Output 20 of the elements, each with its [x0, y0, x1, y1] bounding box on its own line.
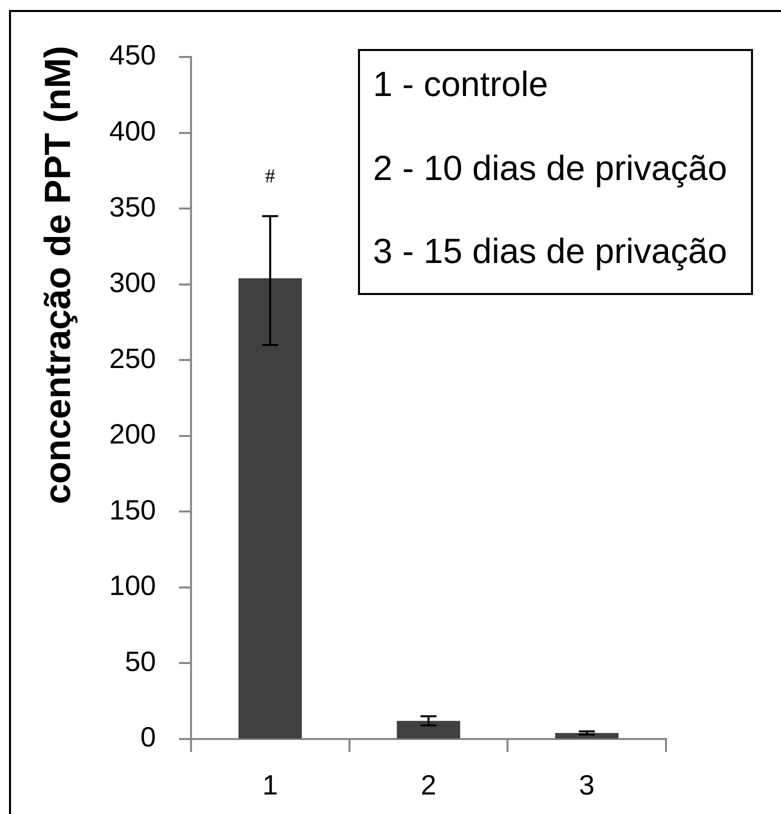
- annotation: 2 - 10 dias de privação: [373, 148, 728, 188]
- bar: [238, 278, 302, 738]
- annotation: #: [265, 165, 276, 188]
- bar: [396, 720, 460, 738]
- y-tick-label: 150: [109, 494, 156, 526]
- y-tick-label: 450: [109, 40, 156, 71]
- x-tick-label: 1: [262, 770, 278, 801]
- y-tick-label: 0: [140, 722, 156, 753]
- y-tick-label: 350: [109, 191, 156, 222]
- x-tick-label: 3: [579, 770, 595, 801]
- y-tick-label: 300: [109, 267, 156, 298]
- y-tick-label: 200: [109, 418, 156, 450]
- x-tick-label: 2: [420, 770, 436, 801]
- y-tick-label: 50: [124, 646, 156, 677]
- y-tick-label: 100: [109, 570, 156, 602]
- y-tick-label: 400: [109, 115, 156, 146]
- annotation: 1 - controle: [373, 65, 548, 105]
- y-tick-label: 250: [109, 342, 156, 374]
- y-axis-title: concentração de PPT (nM): [37, 46, 78, 504]
- annotation: 3 - 15 dias de privação: [373, 232, 728, 272]
